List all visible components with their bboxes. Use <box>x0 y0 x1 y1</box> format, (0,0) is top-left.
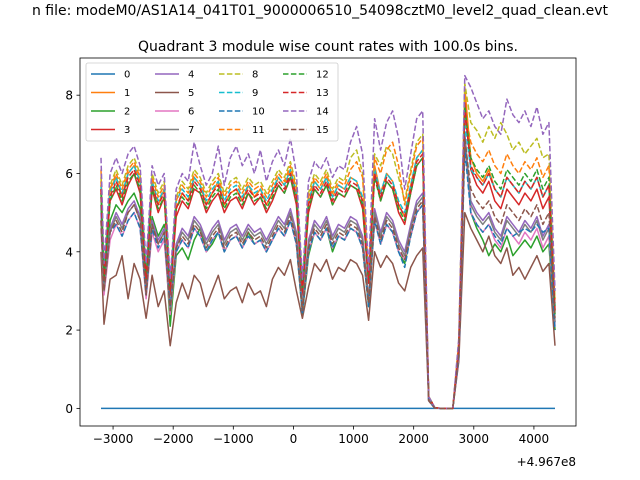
legend-label-9: 9 <box>252 88 258 99</box>
x-axis: −3000 −2000 −1000 0 1000 2000 3000 4000 <box>93 426 549 446</box>
x-tick-label: −3000 <box>93 432 134 446</box>
x-tick-label: 0 <box>290 432 298 446</box>
figure-suptitle: n file: modeM0/AS1A14_041T01_9000006510_… <box>32 3 609 19</box>
series-line-15 <box>100 137 556 410</box>
legend-label-14: 14 <box>316 107 329 118</box>
legend-label-11: 11 <box>252 125 265 136</box>
chart-title: Quadrant 3 module wise count rates with … <box>138 39 518 55</box>
legend-label-0: 0 <box>124 70 130 81</box>
legend-label-7: 7 <box>188 125 194 136</box>
series-line-5 <box>100 211 556 410</box>
y-tick-label: 4 <box>65 245 73 259</box>
y-tick-label: 0 <box>65 402 73 416</box>
legend-label-1: 1 <box>124 88 130 99</box>
x-axis-offset-label: +4.967e8 <box>517 455 576 469</box>
y-axis: 0 2 4 6 8 <box>65 89 80 416</box>
legend-label-10: 10 <box>252 107 265 118</box>
series-line-13 <box>100 110 556 410</box>
legend-label-12: 12 <box>316 70 329 81</box>
x-tick-label: 2000 <box>398 432 429 446</box>
series-line-14 <box>100 74 556 410</box>
x-tick-label: 4000 <box>519 432 550 446</box>
legend-label-4: 4 <box>188 70 194 81</box>
legend-label-15: 15 <box>316 125 329 136</box>
y-tick-label: 8 <box>65 89 73 103</box>
legend-label-13: 13 <box>316 88 329 99</box>
legend-label-6: 6 <box>188 107 194 118</box>
legend-label-3: 3 <box>124 125 130 136</box>
x-tick-label: −2000 <box>153 432 194 446</box>
legend-box <box>85 62 339 142</box>
series-lines <box>100 74 556 410</box>
x-tick-label: −1000 <box>213 432 254 446</box>
x-tick-label: 3000 <box>459 432 490 446</box>
series-line-9 <box>100 121 556 410</box>
plot-border <box>79 57 577 427</box>
legend-label-5: 5 <box>188 88 194 99</box>
y-tick-label: 6 <box>65 167 73 181</box>
x-tick-label: 1000 <box>338 432 369 446</box>
legend-label-2: 2 <box>124 107 130 118</box>
legend-label-8: 8 <box>252 70 258 81</box>
y-tick-label: 2 <box>65 324 73 338</box>
